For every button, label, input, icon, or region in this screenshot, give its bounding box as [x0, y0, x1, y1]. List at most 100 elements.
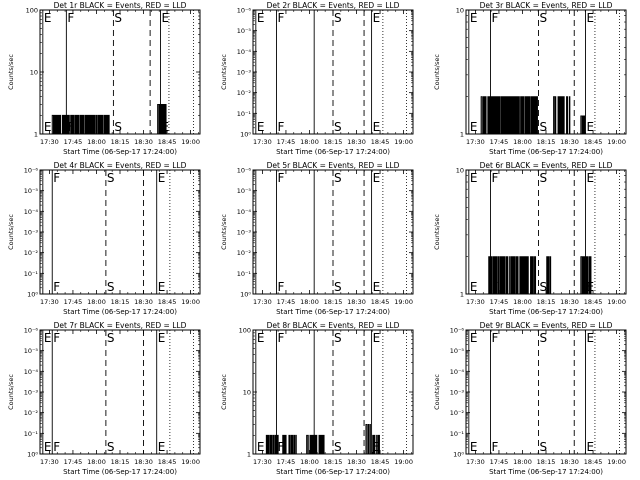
- marker-label: E: [44, 440, 52, 454]
- x-tick-label: 18:15: [324, 298, 343, 306]
- marker-label: E: [257, 120, 265, 134]
- marker-label: S: [334, 171, 342, 185]
- y-tick-label: 10⁻¹: [237, 110, 252, 118]
- marker-label: S: [334, 331, 342, 345]
- y-axis-label: Counts/sec: [433, 374, 441, 410]
- y-tick-label: 10⁻⁶: [450, 327, 465, 335]
- marker-label: S: [334, 120, 342, 134]
- x-tick-label: 18:30: [560, 458, 579, 466]
- x-tick-label: 17:30: [40, 298, 59, 306]
- x-tick-label: 18:45: [158, 138, 177, 146]
- x-tick-label: 17:30: [40, 138, 59, 146]
- marker-label: E: [373, 171, 381, 185]
- y-axis-label: Counts/sec: [7, 214, 15, 250]
- x-tick-label: 18:30: [347, 298, 366, 306]
- y-axis-label: Counts/sec: [220, 214, 228, 250]
- y-tick-label: 10⁻⁶: [237, 7, 252, 15]
- x-tick-label: 19:00: [394, 298, 413, 306]
- y-tick-label: 10⁻¹: [24, 270, 39, 278]
- y-tick-label: 1: [34, 131, 38, 139]
- panel-title: Det 5r BLACK = Events, RED = LLD: [267, 161, 400, 170]
- x-tick-label: 18:00: [87, 298, 106, 306]
- marker-label: F: [53, 280, 60, 294]
- marker-label: S: [539, 171, 547, 185]
- marker-label: F: [278, 331, 285, 345]
- y-tick-label: 10⁻³: [24, 389, 39, 397]
- x-axis-label: Start Time (06-Sep-17 17:24:00): [489, 148, 603, 156]
- plot-frame: [39, 9, 201, 135]
- marker-label: E: [257, 11, 265, 25]
- marker-label: E: [158, 331, 166, 345]
- y-tick-label: 10⁻²: [24, 409, 39, 417]
- y-tick-label: 10⁻³: [237, 229, 252, 237]
- marker-label: E: [470, 171, 478, 185]
- marker-label: S: [114, 11, 122, 25]
- y-tick-label: 10⁻⁶: [237, 167, 252, 175]
- y-axis-label: Counts/sec: [220, 374, 228, 410]
- y-tick-label: 10⁻²: [450, 409, 465, 417]
- detector-panel-4: Det 4r BLACK = Events, RED = LLD Counts/s…: [7, 161, 201, 316]
- panel-title: Det 8r BLACK = Events, RED = LLD: [267, 321, 400, 330]
- marker-label: E: [44, 331, 52, 345]
- detector-panel-9: Det 9r BLACK = Events, RED = LLD Counts/s…: [433, 321, 627, 476]
- marker-label: E: [158, 440, 166, 454]
- y-tick-label: 10⁻⁵: [237, 187, 252, 195]
- marker-label: E: [373, 120, 381, 134]
- x-tick-label: 17:30: [253, 458, 272, 466]
- marker-label: E: [373, 440, 381, 454]
- x-tick-label: 18:15: [111, 458, 130, 466]
- x-tick-label: 17:30: [40, 458, 59, 466]
- marker-label: E: [161, 120, 169, 134]
- plot-frame: [39, 329, 201, 455]
- y-tick-label: 10⁻²: [24, 249, 39, 257]
- x-tick-label: 18:15: [111, 298, 130, 306]
- x-tick-label: 18:15: [537, 138, 556, 146]
- marker-label: E: [44, 11, 52, 25]
- marker-label: F: [67, 120, 74, 134]
- marker-label: S: [539, 331, 547, 345]
- y-tick-label: 10⁰: [27, 451, 38, 459]
- x-axis-label: Start Time (06-Sep-17 17:24:00): [489, 468, 603, 476]
- marker-label: S: [107, 171, 115, 185]
- y-tick-label: 10⁻⁴: [237, 48, 252, 56]
- marker-label: E: [373, 331, 381, 345]
- panel-title: Det 6r BLACK = Events, RED = LLD: [480, 161, 613, 170]
- marker-label: E: [587, 440, 595, 454]
- y-tick-label: 10⁻⁵: [24, 347, 39, 355]
- marker-label: F: [278, 280, 285, 294]
- detector-panel-2: Det 2r BLACK = Events, RED = LLD Counts/s…: [220, 1, 414, 156]
- y-tick-label: 10⁻³: [237, 69, 252, 77]
- marker-label: F: [491, 120, 498, 134]
- marker-label: E: [158, 171, 166, 185]
- marker-label: F: [53, 440, 60, 454]
- y-tick-label: 10⁻⁴: [24, 208, 39, 216]
- x-tick-label: 19:00: [607, 138, 626, 146]
- x-tick-label: 19:00: [607, 298, 626, 306]
- x-tick-label: 18:45: [584, 138, 603, 146]
- marker-label: S: [539, 280, 547, 294]
- panel-title: Det 2r BLACK = Events, RED = LLD: [267, 1, 400, 10]
- x-tick-label: 17:30: [253, 298, 272, 306]
- marker-label: S: [539, 120, 547, 134]
- detector-panel-3: Det 3r BLACK = Events, RED = LLD Counts/s…: [433, 1, 627, 156]
- marker-label: E: [373, 11, 381, 25]
- y-tick-label: 10⁻²: [237, 249, 252, 257]
- detector-panel-6: Det 6r BLACK = Events, RED = LLD Counts/s…: [433, 161, 627, 316]
- x-tick-label: 19:00: [181, 458, 200, 466]
- x-axis-label: Start Time (06-Sep-17 17:24:00): [63, 148, 177, 156]
- x-axis-label: Start Time (06-Sep-17 17:24:00): [276, 308, 390, 316]
- x-tick-label: 17:45: [490, 298, 509, 306]
- x-tick-label: 17:45: [490, 138, 509, 146]
- x-tick-label: 18:30: [134, 458, 153, 466]
- marker-label: E: [470, 120, 478, 134]
- x-axis-label: Start Time (06-Sep-17 17:24:00): [276, 148, 390, 156]
- y-tick-label: 10⁻¹: [450, 430, 465, 438]
- marker-label: F: [491, 331, 498, 345]
- marker-label: F: [67, 11, 74, 25]
- y-tick-label: 10: [456, 7, 464, 15]
- marker-label: F: [491, 280, 498, 294]
- marker-label: S: [334, 11, 342, 25]
- x-tick-label: 18:45: [371, 458, 390, 466]
- x-tick-label: 18:15: [537, 298, 556, 306]
